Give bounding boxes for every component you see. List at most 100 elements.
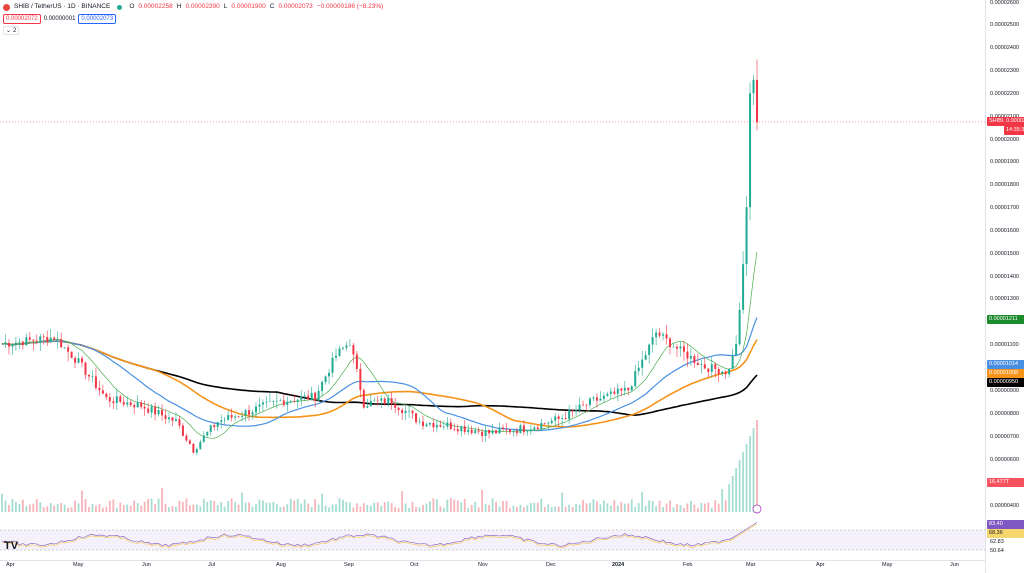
candle-body xyxy=(522,425,525,433)
volume-bar xyxy=(258,499,261,512)
countdown-badge: 14:35:34 xyxy=(1004,126,1024,135)
candle-body xyxy=(543,422,546,424)
candle-body xyxy=(53,337,56,340)
ma-blue-line xyxy=(1,317,758,432)
candle-body xyxy=(74,358,77,363)
indicators-toggle[interactable]: ⌄ 2 xyxy=(3,26,20,35)
volume-bar xyxy=(411,501,414,512)
candle-body xyxy=(658,332,661,336)
volume-badge: 16.477T xyxy=(987,478,1024,487)
candle-body xyxy=(7,342,10,347)
ma-blue-badge: 0.00001014 xyxy=(987,360,1024,369)
price-tick-label: 0.00001800 xyxy=(990,182,1020,188)
candle-body xyxy=(669,338,672,348)
volume-bar xyxy=(275,504,278,512)
ma-orange-line xyxy=(1,339,758,428)
shib-coin-icon xyxy=(3,3,10,11)
volume-bar xyxy=(11,498,14,512)
candle-body xyxy=(682,346,685,352)
volume-bar xyxy=(429,501,431,512)
candle-body xyxy=(408,410,411,412)
candle-body xyxy=(279,400,282,402)
volume-bar xyxy=(401,491,404,512)
chart-area[interactable] xyxy=(0,0,985,560)
candle-body xyxy=(540,422,543,430)
candle-body xyxy=(421,421,424,427)
volume-bar xyxy=(338,498,341,512)
volume-bar xyxy=(147,499,150,512)
price-axis[interactable]: 0.00002600 0.00002500 0.00002400 0.00002300… xyxy=(985,0,1024,573)
volume-bar xyxy=(502,501,504,512)
volume-bar xyxy=(286,504,289,512)
candle-body xyxy=(63,347,66,348)
candle-body xyxy=(115,396,118,404)
rsi-band xyxy=(0,530,985,550)
volume-bar xyxy=(710,507,713,512)
candle-body xyxy=(105,393,108,398)
candle-body xyxy=(634,371,637,387)
candle-body xyxy=(595,397,598,401)
volume-bar xyxy=(446,499,449,512)
candle-body xyxy=(4,342,7,345)
price-tick-label: 0.00001300 xyxy=(990,296,1020,302)
rsi-level-2: 50.64 xyxy=(990,548,1004,554)
candle-body xyxy=(397,407,400,410)
price-tick-label: 0.00002300 xyxy=(990,68,1020,74)
candle-body xyxy=(467,429,470,432)
candle-body xyxy=(703,364,706,369)
volume-bar xyxy=(408,507,410,512)
candle-body xyxy=(18,341,21,343)
volume-bar xyxy=(234,501,237,512)
candle-body xyxy=(564,418,567,420)
candle-body xyxy=(28,337,31,340)
time-axis[interactable]: Apr May Jun Jul Aug Sep Oct Nov Dec 2024 Feb Mar Apr… xyxy=(0,560,985,573)
candle-body xyxy=(442,426,445,428)
volume-bar xyxy=(481,489,484,512)
candle-body xyxy=(641,359,644,368)
rsi-ma-badge: 68.36 xyxy=(987,529,1024,538)
volume-bar xyxy=(683,507,685,512)
candle-body xyxy=(498,427,501,434)
volume-bar xyxy=(557,506,560,512)
candle-body xyxy=(25,337,28,346)
volume-bar xyxy=(279,507,282,512)
volume-bar xyxy=(589,502,591,512)
volume-bar xyxy=(108,500,111,512)
candle-body xyxy=(195,449,198,453)
volume-bar xyxy=(251,506,254,512)
candle-body xyxy=(49,337,52,342)
volume-bar xyxy=(307,503,310,512)
candle-body xyxy=(404,410,407,414)
volume-bar xyxy=(335,504,337,512)
volume-bar xyxy=(550,507,553,512)
candle-body xyxy=(362,390,365,408)
candle-body xyxy=(136,402,139,408)
volume-bar xyxy=(255,504,257,512)
candle-body xyxy=(345,345,348,348)
candle-body xyxy=(168,417,171,420)
tradingview-logo[interactable]: TV xyxy=(4,540,19,552)
candle-body xyxy=(21,341,24,346)
sell-price-button[interactable]: 0.00002072 xyxy=(3,14,41,24)
candle-body xyxy=(602,395,605,399)
candle-body xyxy=(230,415,233,418)
candle-body xyxy=(317,390,320,401)
volume-bar xyxy=(641,491,644,512)
candle-body xyxy=(171,417,174,421)
candle-body xyxy=(724,371,727,375)
volume-bar xyxy=(362,503,365,512)
candle-body xyxy=(241,415,244,417)
symbol-title[interactable]: SHIB / TetherUS · 1D · BINANCE xyxy=(14,3,111,10)
buy-price-button[interactable]: 0.00002073 xyxy=(78,14,117,24)
candle-body xyxy=(126,402,129,405)
volume-bar xyxy=(533,502,536,512)
volume-bar xyxy=(693,504,696,512)
time-tick-label: Feb xyxy=(683,562,693,568)
candle-body xyxy=(254,406,257,413)
volume-bar xyxy=(498,506,501,512)
price-tick-label: 0.00000700 xyxy=(990,434,1020,440)
price-chart[interactable] xyxy=(0,0,985,560)
candle-body xyxy=(536,427,539,430)
volume-bar xyxy=(613,500,616,512)
volume-bar xyxy=(1,493,3,512)
